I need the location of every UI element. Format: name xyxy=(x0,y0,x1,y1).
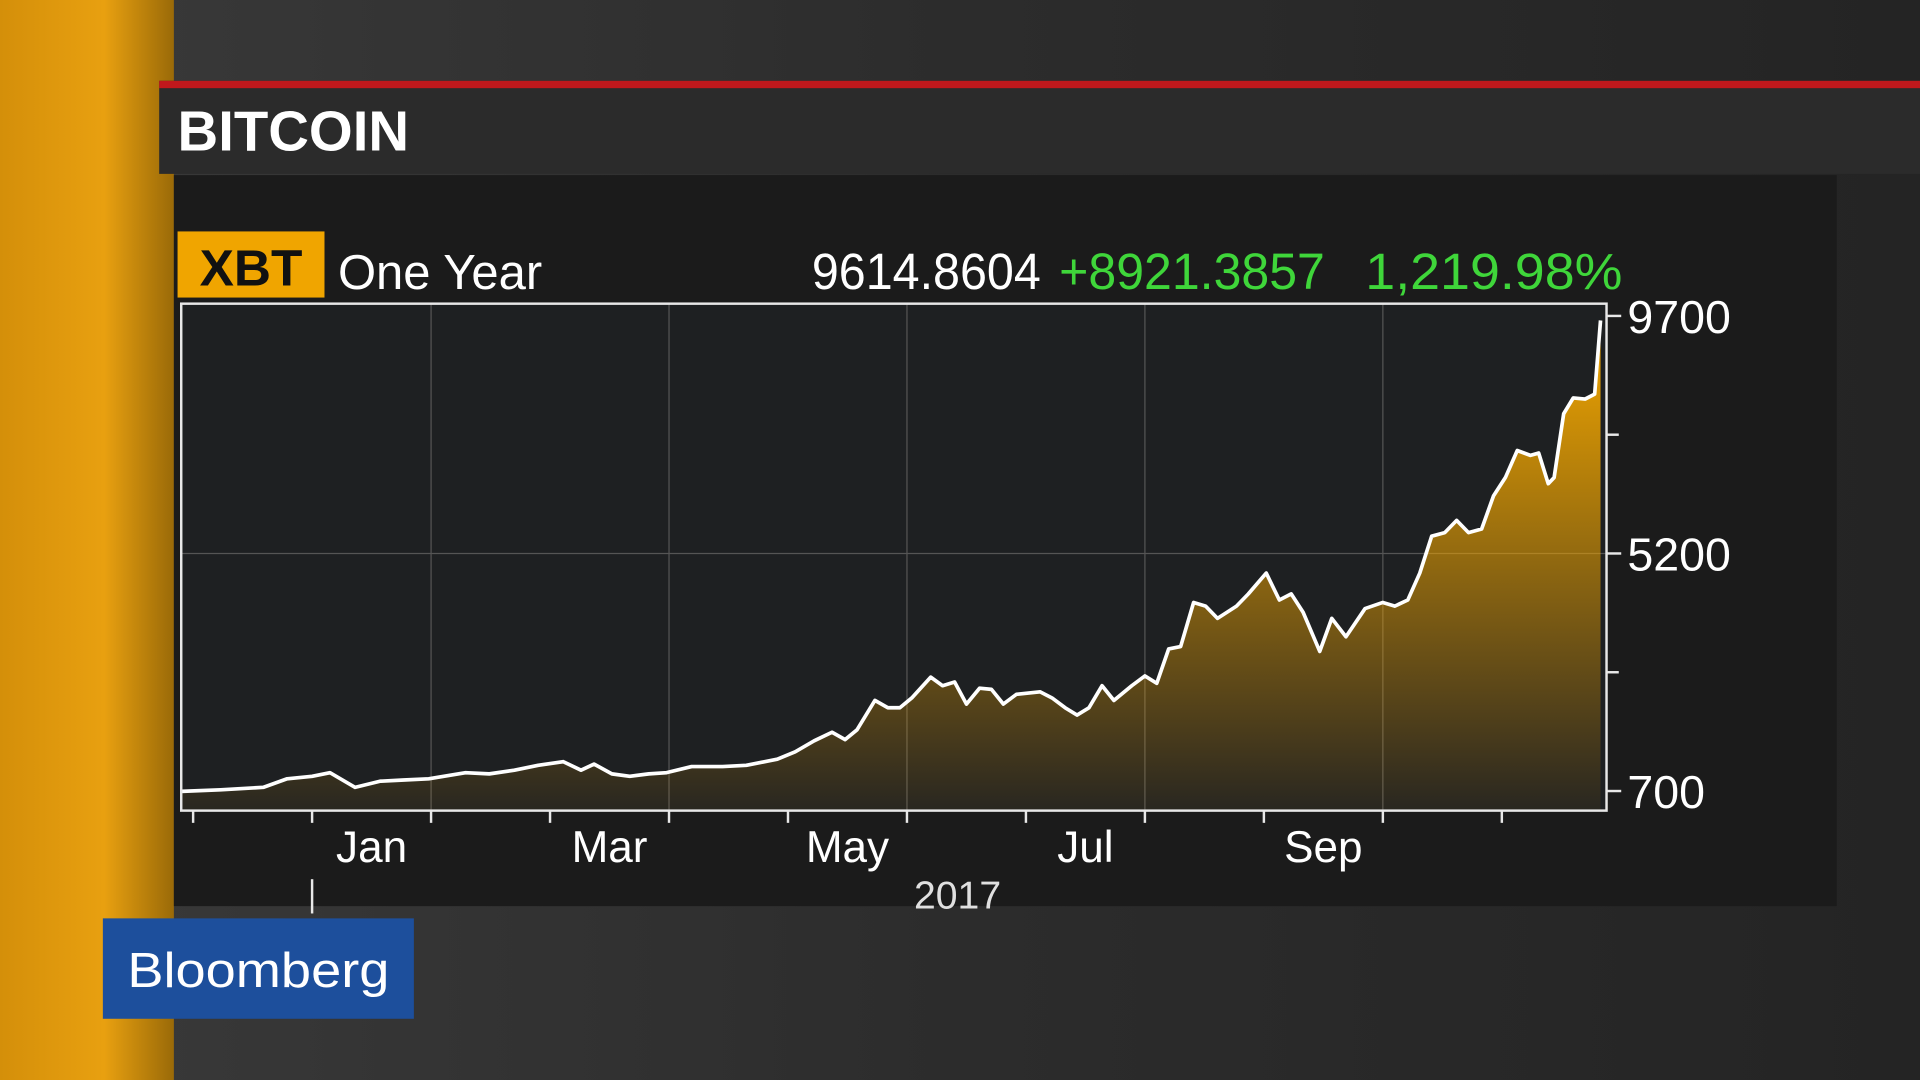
x-tick-label: May xyxy=(806,823,889,872)
net-change: +8921.3857 xyxy=(1059,242,1325,300)
ticker: XBT xyxy=(200,238,303,296)
title-accent xyxy=(159,80,1920,89)
x-tick-label: Jul xyxy=(1057,823,1113,872)
side-strip xyxy=(0,0,174,1080)
chart-title: BITCOIN xyxy=(178,100,410,163)
title-bar xyxy=(159,80,1920,174)
plot xyxy=(181,303,1607,811)
plot-frame xyxy=(180,302,1608,812)
price-line xyxy=(181,320,1603,794)
area-fill xyxy=(181,320,1601,811)
x-year-label: 2017 xyxy=(914,875,1001,918)
brand: Bloomberg xyxy=(127,944,389,998)
ticker-box xyxy=(177,231,325,298)
brand-box xyxy=(102,918,414,1019)
y-tick-label: 700 xyxy=(1627,766,1705,818)
y-tick-label: 5200 xyxy=(1627,529,1730,581)
x-tick-label: Jan xyxy=(336,823,407,872)
x-tick-label: Mar xyxy=(572,823,648,872)
last-price: 9614.8604 xyxy=(812,242,1041,300)
period: One Year xyxy=(338,246,542,300)
x-tick-label: Sep xyxy=(1284,823,1362,872)
pct-change: 1,219.98% xyxy=(1365,242,1622,300)
y-tick-label: 9700 xyxy=(1627,291,1730,343)
